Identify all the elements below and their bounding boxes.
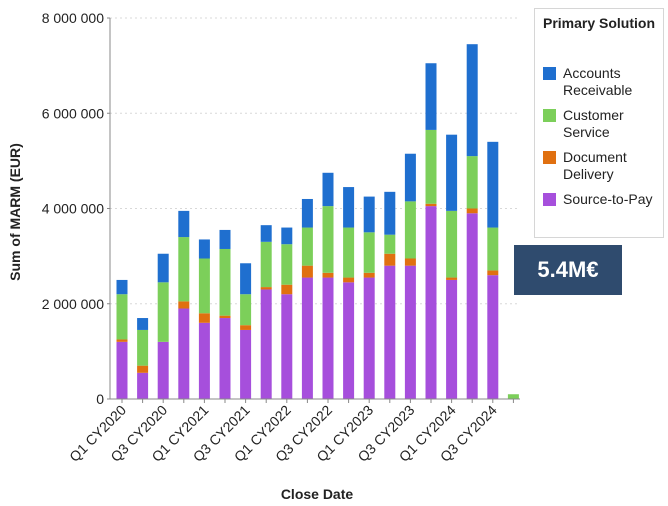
bar-segment-accounts-receivable[interactable] — [157, 253, 169, 283]
bar-segment-accounts-receivable[interactable] — [260, 225, 272, 242]
y-axis-title: Sum of MARM (EUR) — [7, 143, 23, 281]
bar-segment-document-delivery[interactable] — [466, 208, 478, 214]
bar-segment-source-to-pay[interactable] — [363, 277, 375, 399]
bar-segment-source-to-pay[interactable] — [343, 282, 355, 399]
bar-segment-customer-service[interactable] — [240, 294, 252, 326]
bar-segment-accounts-receivable[interactable] — [178, 210, 190, 238]
bar-segment-document-delivery[interactable] — [343, 277, 355, 283]
bar-segment-document-delivery[interactable] — [363, 272, 375, 278]
bar-segment-customer-service[interactable] — [363, 232, 375, 273]
legend-swatch — [543, 109, 556, 122]
bar-segment-accounts-receivable[interactable] — [487, 141, 499, 228]
bar-segment-document-delivery[interactable] — [260, 287, 272, 290]
bar-segment-document-delivery[interactable] — [178, 301, 190, 309]
bar-segment-customer-service[interactable] — [322, 206, 334, 273]
bar-segment-customer-service[interactable] — [507, 394, 519, 399]
legend-swatch — [543, 151, 556, 164]
bar-segment-document-delivery[interactable] — [301, 265, 313, 278]
bar-segment-customer-service[interactable] — [198, 258, 210, 314]
bar-segment-customer-service[interactable] — [137, 329, 149, 366]
bar-segment-source-to-pay[interactable] — [301, 277, 313, 399]
bar-segment-customer-service[interactable] — [260, 241, 272, 288]
bar-segment-customer-service[interactable] — [157, 282, 169, 342]
legend-swatch — [543, 67, 556, 80]
y-tick-label: 4 000 000 — [42, 201, 104, 217]
bar-segment-document-delivery[interactable] — [240, 325, 252, 330]
bar-segment-accounts-receivable[interactable] — [384, 191, 396, 235]
bar-segment-customer-service[interactable] — [281, 244, 293, 285]
legend-label: Customer Service — [563, 107, 624, 140]
gridlines — [110, 17, 520, 305]
bar-segment-source-to-pay[interactable] — [260, 289, 272, 399]
bar-segment-accounts-receivable[interactable] — [343, 187, 355, 228]
bar-segment-document-delivery[interactable] — [219, 315, 231, 319]
total-callout: 5.4M€ — [514, 245, 622, 295]
legend-label: Accounts Receivable — [563, 65, 633, 98]
bar-segment-document-delivery[interactable] — [137, 365, 149, 373]
bar-segment-document-delivery[interactable] — [384, 253, 396, 266]
bar-segment-customer-service[interactable] — [384, 234, 396, 254]
bar-segment-customer-service[interactable] — [343, 227, 355, 278]
bar-segment-source-to-pay[interactable] — [404, 265, 416, 399]
bar-segment-source-to-pay[interactable] — [384, 265, 396, 399]
bar-segment-source-to-pay[interactable] — [466, 213, 478, 399]
bar-segment-customer-service[interactable] — [446, 210, 458, 278]
legend-label: Document Delivery — [563, 149, 627, 182]
bar-segment-accounts-receivable[interactable] — [322, 172, 334, 207]
y-tick-label: 2 000 000 — [42, 296, 104, 312]
bar-segment-source-to-pay[interactable] — [219, 318, 231, 399]
legend-swatch — [543, 193, 556, 206]
bar-segment-customer-service[interactable] — [466, 156, 478, 209]
bar-segment-accounts-receivable[interactable] — [425, 63, 437, 130]
bar-segment-accounts-receivable[interactable] — [404, 153, 416, 202]
bars — [116, 44, 519, 399]
bar-segment-accounts-receivable[interactable] — [240, 263, 252, 295]
bar-segment-accounts-receivable[interactable] — [281, 227, 293, 245]
bar-segment-source-to-pay[interactable] — [487, 275, 499, 399]
legend: Primary Solution Accounts Receivable Cus… — [534, 8, 664, 238]
bar-segment-document-delivery[interactable] — [198, 313, 210, 323]
x-axis-title: Close Date — [281, 486, 354, 502]
bar-segment-document-delivery[interactable] — [446, 277, 458, 280]
bar-segment-source-to-pay[interactable] — [116, 341, 128, 399]
legend-label: Source-to-Pay — [563, 191, 653, 207]
bar-segment-document-delivery[interactable] — [281, 284, 293, 295]
bar-segment-source-to-pay[interactable] — [322, 277, 334, 399]
bar-segment-customer-service[interactable] — [301, 227, 313, 266]
bar-segment-customer-service[interactable] — [487, 227, 499, 271]
bar-segment-source-to-pay[interactable] — [425, 206, 437, 399]
bar-segment-customer-service[interactable] — [116, 294, 128, 340]
y-axis: 0 2 000 000 4 000 000 6 000 000 8 000 000 — [42, 10, 111, 407]
bar-segment-accounts-receivable[interactable] — [137, 318, 149, 330]
bar-segment-source-to-pay[interactable] — [178, 308, 190, 399]
bar-segment-customer-service[interactable] — [219, 248, 231, 316]
bar-segment-document-delivery[interactable] — [322, 272, 334, 278]
bar-segment-source-to-pay[interactable] — [157, 341, 169, 399]
legend-title: Primary Solution — [542, 15, 656, 31]
bar-segment-accounts-receivable[interactable] — [198, 239, 210, 259]
bar-segment-source-to-pay[interactable] — [137, 372, 149, 399]
bar-segment-accounts-receivable[interactable] — [301, 198, 313, 228]
bar-segment-source-to-pay[interactable] — [446, 279, 458, 399]
y-tick-label: 8 000 000 — [42, 10, 104, 26]
bar-segment-document-delivery[interactable] — [487, 270, 499, 276]
bar-segment-customer-service[interactable] — [404, 201, 416, 259]
bar-segment-source-to-pay[interactable] — [281, 294, 293, 399]
bar-segment-accounts-receivable[interactable] — [363, 196, 375, 233]
bar-segment-accounts-receivable[interactable] — [466, 44, 478, 157]
bar-segment-source-to-pay[interactable] — [240, 329, 252, 399]
bar-segment-customer-service[interactable] — [178, 237, 190, 302]
bar-segment-accounts-receivable[interactable] — [116, 279, 128, 295]
bar-segment-document-delivery[interactable] — [425, 203, 437, 207]
y-tick-label: 0 — [96, 391, 104, 407]
y-tick-label: 6 000 000 — [42, 105, 104, 121]
bar-segment-document-delivery[interactable] — [404, 258, 416, 266]
bar-segment-accounts-receivable[interactable] — [446, 134, 458, 211]
bar-segment-customer-service[interactable] — [425, 129, 437, 204]
bar-segment-accounts-receivable[interactable] — [219, 229, 231, 249]
bar-segment-document-delivery[interactable] — [116, 339, 128, 342]
bar-segment-source-to-pay[interactable] — [198, 322, 210, 399]
